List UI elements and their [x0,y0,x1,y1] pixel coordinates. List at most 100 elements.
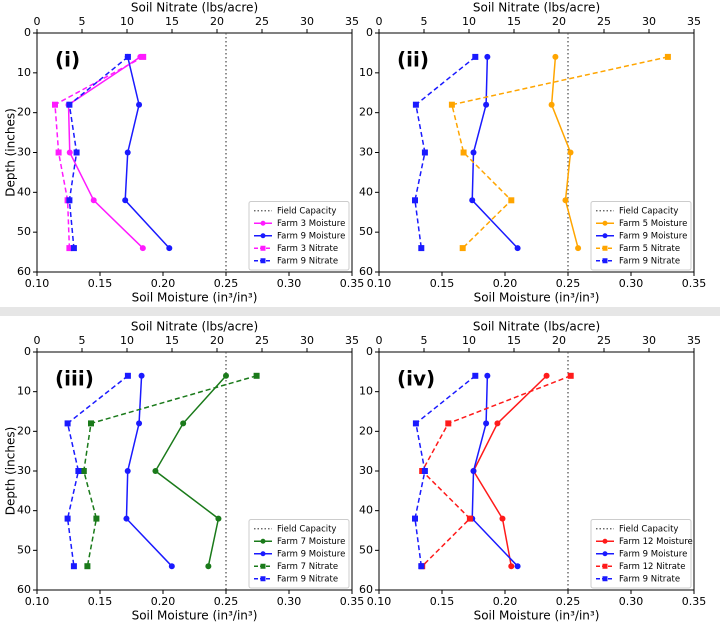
marker [412,197,418,204]
marker [136,101,143,108]
marker [484,372,491,379]
marker [508,197,515,204]
x2-tick-label: 15 [165,15,179,28]
marker [93,515,100,522]
legend-marker [602,245,608,251]
marker [421,149,428,156]
x2-axis-label: Soil Nitrate (lbs/acre) [131,320,258,334]
x2-tick-label: 30 [300,334,314,347]
legend-label: Farm 9 Moisture [277,231,345,241]
y-tick-label: 20 [17,424,31,437]
marker [412,515,418,522]
x2-tick-label: 15 [507,15,521,28]
x-tick-label: 0.35 [682,277,707,290]
x-tick-label: 0.20 [151,277,176,290]
marker [64,420,71,427]
marker [70,563,77,570]
legend-marker [602,576,608,582]
legend-marker [260,563,266,569]
legend-marker [260,576,266,582]
legend-marker [260,245,266,251]
legend-label: Field Capacity [619,524,678,534]
x-tick-label: 0.25 [214,277,239,290]
marker [139,245,146,252]
marker [445,420,452,427]
marker [84,563,91,570]
y-tick-label: 60 [359,265,373,278]
y-tick-label: 20 [17,106,31,119]
legend: Field Capacity Farm 5 Moisture Farm 9 Mois… [590,201,692,271]
marker [90,197,97,204]
x-tick-label: 0.10 [25,277,50,290]
marker [64,515,71,522]
marker [499,515,506,522]
legend-marker [602,551,608,557]
marker [567,372,574,379]
y-tick-label: 60 [17,583,31,596]
legend-marker [602,258,608,264]
marker [123,515,130,522]
panel-label: (i) [55,48,80,72]
panel: 0.10 0.15 0.20 0.25 0.30 0.35 0 5 10 15 20 25 30 35 0 1… [359,1,706,305]
legend-label: Farm 9 Moisture [619,549,687,559]
x2-tick-label: 0 [376,334,383,347]
y-tick-label: 40 [17,504,31,517]
marker [124,372,131,379]
x-tick-label: 0.25 [556,595,581,608]
x-tick-label: 0.35 [682,595,707,608]
y-tick-label: 50 [17,225,31,238]
x-tick-label: 0.10 [367,595,392,608]
legend-label: Farm 12 Nitrate [619,562,685,572]
x-axis-label: Soil Moisture (in³/in³) [474,609,600,623]
y-tick-label: 30 [359,146,373,159]
marker [460,149,467,156]
x-tick-label: 0.20 [493,595,518,608]
x2-tick-label: 35 [345,334,359,347]
separator [0,307,720,316]
legend-label: Farm 3 Nitrate [277,244,338,254]
marker [124,53,131,60]
x2-tick-label: 5 [421,15,428,28]
x2-tick-label: 20 [552,15,566,28]
series-line [66,375,129,567]
x2-tick-label: 15 [507,334,521,347]
panel-label: (ii) [397,48,429,72]
x2-tick-label: 0 [34,334,41,347]
legend-marker [602,538,608,544]
marker [575,245,582,252]
legend-marker [260,551,266,557]
panel-label: (iv) [397,367,435,391]
marker [70,245,77,252]
marker [140,53,147,60]
x-tick-label: 0.15 [430,277,455,290]
x2-tick-label: 10 [120,334,134,347]
y-tick-label: 10 [359,385,373,398]
x-tick-label: 0.30 [277,595,302,608]
x2-tick-label: 35 [687,334,701,347]
legend-label: Farm 3 Moisture [277,219,345,229]
x2-tick-label: 25 [255,334,269,347]
x-tick-label: 0.30 [619,595,644,608]
marker [180,420,187,427]
legend-label: Farm 12 Moisture [619,537,693,547]
x2-axis-label: Soil Nitrate (lbs/acre) [131,1,258,15]
y-axis-label: Depth (inches) [4,108,18,197]
legend-label: Farm 9 Nitrate [277,574,338,584]
x2-tick-label: 20 [210,334,224,347]
x-axis-label: Soil Moisture (in³/in³) [474,291,600,305]
x-tick-label: 0.10 [367,277,392,290]
marker [66,245,73,252]
legend-marker [260,538,266,544]
x2-tick-label: 0 [376,15,383,28]
y-tick-label: 40 [359,504,373,517]
legend-marker [602,563,608,569]
y-tick-label: 10 [359,66,373,79]
y-tick-label: 50 [359,543,373,556]
y-tick-label: 50 [359,225,373,238]
legend-marker [260,233,266,239]
marker [494,420,501,427]
x2-tick-label: 10 [462,334,476,347]
marker [483,420,490,427]
legend-label: Farm 5 Nitrate [619,244,680,254]
